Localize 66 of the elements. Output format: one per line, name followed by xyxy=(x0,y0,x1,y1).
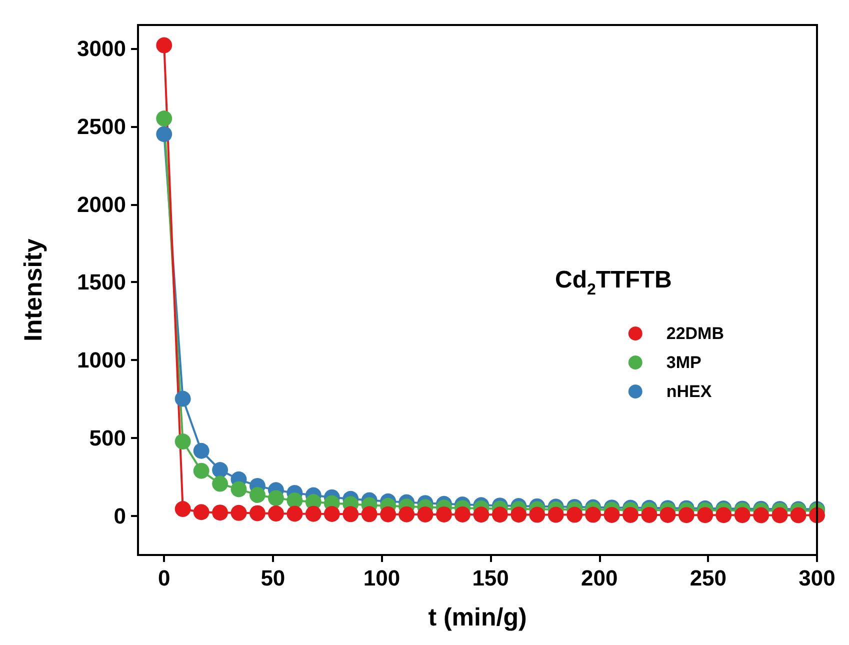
point xyxy=(305,506,322,522)
y-tick-label: 500 xyxy=(89,426,126,451)
point xyxy=(156,126,172,142)
point xyxy=(678,507,694,524)
point xyxy=(585,506,602,523)
point xyxy=(174,434,191,450)
y-tick-label: 3000 xyxy=(77,36,126,61)
point xyxy=(697,507,714,524)
point xyxy=(604,506,620,523)
point xyxy=(790,507,806,524)
point xyxy=(174,501,191,518)
point xyxy=(436,506,452,522)
point xyxy=(230,504,247,521)
point xyxy=(286,506,303,522)
point xyxy=(734,507,750,524)
point xyxy=(548,506,564,523)
y-tick-label: 1000 xyxy=(77,348,126,373)
x-tick-label: 250 xyxy=(690,566,727,590)
point xyxy=(753,507,770,524)
point xyxy=(417,506,434,522)
x-tick-label: 0 xyxy=(158,566,170,590)
x-tick-label: 100 xyxy=(363,566,400,590)
point xyxy=(268,506,284,522)
y-tick-label: 0 xyxy=(114,504,126,529)
point xyxy=(454,506,470,522)
point xyxy=(193,462,210,479)
point xyxy=(772,507,788,524)
legend-label: 3MP xyxy=(666,353,702,372)
point xyxy=(212,462,228,478)
legend-label: nHEX xyxy=(666,382,712,401)
point xyxy=(660,506,676,523)
point xyxy=(249,486,266,503)
point xyxy=(641,506,658,523)
point xyxy=(342,506,359,522)
y-tick-label: 1500 xyxy=(77,270,126,295)
x-axis-title: t (min/g) xyxy=(428,604,527,632)
point xyxy=(212,504,228,521)
x-tick-label: 300 xyxy=(798,566,836,590)
point xyxy=(193,442,210,459)
x-tick-label: 50 xyxy=(260,566,286,590)
point xyxy=(380,506,396,522)
point xyxy=(398,506,415,522)
point xyxy=(622,506,638,523)
point xyxy=(324,506,340,522)
point xyxy=(473,506,490,523)
point xyxy=(529,506,546,523)
x-tick-label: 200 xyxy=(581,566,618,590)
point xyxy=(566,506,583,523)
point xyxy=(156,37,172,54)
point xyxy=(492,506,508,523)
point xyxy=(286,492,303,508)
legend-label: 22DMB xyxy=(666,324,724,343)
point xyxy=(156,110,172,127)
point xyxy=(510,506,527,523)
point xyxy=(716,507,732,524)
y-axis-title: Intensity xyxy=(20,238,48,342)
point xyxy=(268,490,284,506)
point xyxy=(361,506,378,522)
point xyxy=(193,504,210,520)
point xyxy=(249,505,266,522)
y-tick-label: 2500 xyxy=(77,114,126,139)
point xyxy=(212,476,228,492)
point xyxy=(230,481,247,498)
y-tick-label: 2000 xyxy=(77,192,126,217)
point xyxy=(174,390,191,407)
x-tick-label: 150 xyxy=(472,566,509,590)
